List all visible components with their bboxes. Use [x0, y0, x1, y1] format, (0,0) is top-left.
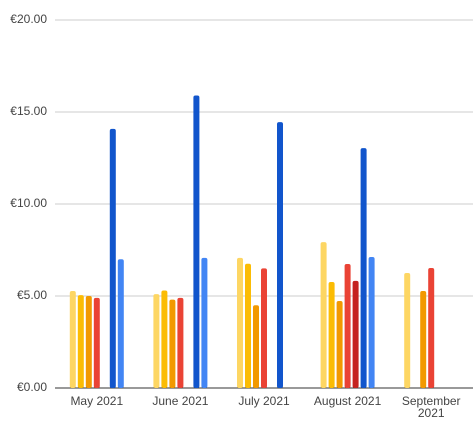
- bar: [245, 263, 251, 388]
- bar: [153, 294, 160, 388]
- y-tick-label: €20.00: [10, 12, 47, 26]
- y-tick-label: €15.00: [10, 104, 47, 118]
- x-tick-label: June 2021: [152, 394, 208, 408]
- bar: [69, 291, 76, 388]
- y-tick-label: €5.00: [17, 288, 47, 302]
- bar: [177, 297, 184, 388]
- bar: [352, 280, 359, 388]
- x-tick-label: August 2021: [314, 394, 382, 408]
- bar: [320, 242, 327, 388]
- bar: [193, 95, 200, 388]
- bar: [85, 296, 92, 388]
- bar: [109, 128, 116, 389]
- bar: [201, 257, 208, 388]
- bar: [420, 291, 427, 388]
- bar: [93, 297, 100, 388]
- x-tick-label: September 2021: [402, 394, 461, 420]
- bar: [261, 268, 267, 388]
- bar: [77, 295, 84, 388]
- y-tick-label: €10.00: [10, 196, 47, 210]
- y-tick-label: €0.00: [17, 380, 47, 394]
- bar: [336, 300, 343, 388]
- bar: [368, 256, 375, 388]
- bar: [117, 259, 124, 388]
- bar: [360, 148, 367, 388]
- bar: [169, 299, 176, 388]
- bar: [344, 263, 351, 388]
- bar: [277, 122, 283, 389]
- bar: [428, 268, 435, 388]
- x-tick-label: July 2021: [238, 394, 290, 408]
- bar: [161, 290, 168, 388]
- bar: [253, 305, 259, 388]
- x-tick-label: May 2021: [70, 394, 123, 408]
- bar: [328, 282, 335, 388]
- bar: [237, 257, 243, 388]
- bar: [404, 273, 411, 388]
